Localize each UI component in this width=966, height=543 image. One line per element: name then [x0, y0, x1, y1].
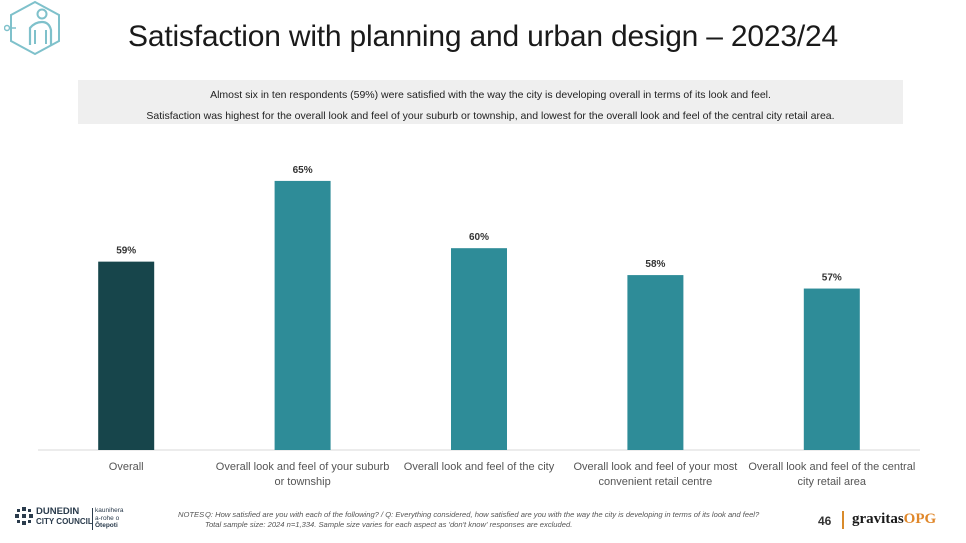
maori-line-2: a-rohe o — [95, 514, 120, 522]
data-label-3: 60% — [469, 232, 489, 243]
brand-logo: gravitasOPG — [852, 511, 936, 528]
brand-accent: OPG — [903, 511, 937, 527]
page-number: 46 — [818, 514, 832, 528]
council-divider — [92, 508, 93, 530]
summary-line-2: Satisfaction was highest for the overall… — [146, 110, 835, 122]
notes-label: NOTES — [178, 510, 205, 519]
data-label-4: 58% — [645, 259, 665, 270]
council-name: DUNEDIN CITY COUNCIL — [36, 507, 93, 527]
council-name-line-1: DUNEDIN — [36, 506, 80, 517]
data-label-1: 59% — [116, 246, 136, 257]
category-label-1-line-1: Overall — [109, 461, 144, 473]
page-title: Satisfaction with planning and urban des… — [128, 20, 838, 53]
bar-chart: 59% Overall 65% Overall look and feel of yo… — [38, 165, 920, 488]
dcc-crest-icon — [15, 507, 33, 525]
council-name-line-2: CITY COUNCIL — [36, 517, 93, 526]
brand-main: gravitas — [852, 511, 904, 527]
notes-line-1: Q: How satisfied are you with each of th… — [205, 510, 760, 519]
bar-4 — [627, 275, 684, 450]
data-label-2: 65% — [293, 165, 313, 176]
category-label-5-line-1: Overall look and feel of the central — [748, 461, 915, 473]
category-label-2-line-1: Overall look and feel of your suburb — [216, 461, 390, 473]
category-label-4-line-2: convenient retail centre — [599, 476, 713, 488]
bar-2 — [274, 180, 331, 450]
bar-1 — [98, 261, 155, 450]
category-label-5-line-2: city retail area — [798, 476, 867, 488]
bar-5 — [803, 288, 860, 450]
maori-line-1: kaunihera — [95, 507, 124, 514]
brand-divider — [842, 511, 844, 529]
hexagon-person-icon — [4, 0, 60, 56]
bar-3 — [451, 248, 507, 450]
category-label-3-line-1: Overall look and feel of the city — [404, 461, 555, 473]
council-maori-name: kaunihera a-rohe o Ōtepoti — [95, 507, 124, 530]
notes-line-2: Total sample size: 2024 n=1,334. Sample … — [205, 520, 573, 529]
summary-box: Almost six in ten respondents (59%) were… — [78, 80, 903, 124]
data-label-5: 57% — [822, 273, 842, 284]
category-label-4-line-1: Overall look and feel of your most — [573, 461, 737, 473]
summary-line-1: Almost six in ten respondents (59%) were… — [210, 89, 771, 101]
category-label-2-line-2: or township — [274, 476, 330, 488]
maori-line-3: Ōtepoti — [95, 522, 118, 529]
